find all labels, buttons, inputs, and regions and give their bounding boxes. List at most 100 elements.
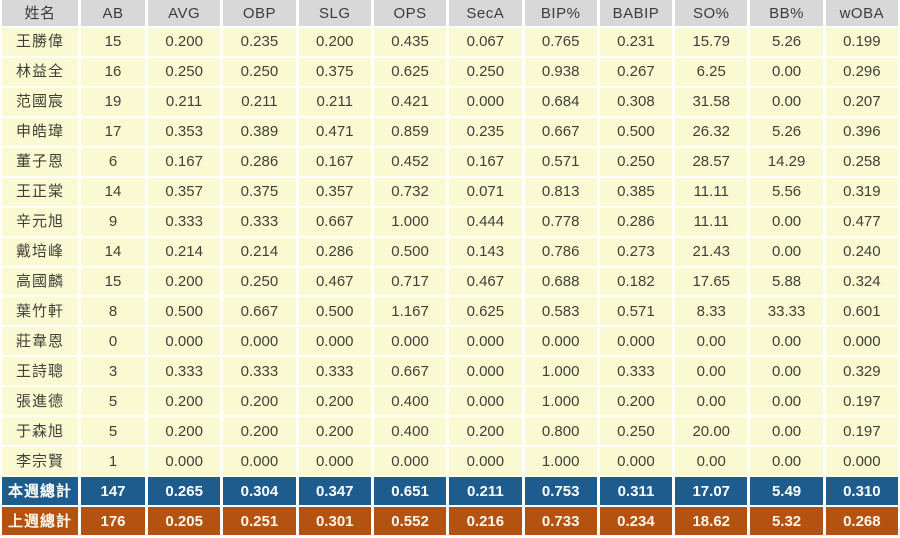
- player-name: 董子恩: [2, 147, 78, 176]
- stat-cell: 0.717: [373, 267, 447, 296]
- stat-cell: 0.000: [449, 87, 522, 116]
- stat-cell: 0.00: [675, 357, 748, 386]
- stat-cell: 0.240: [825, 237, 898, 266]
- summary-stat-cell: 0.733: [524, 507, 597, 535]
- stat-cell: 0.200: [599, 387, 673, 416]
- player-name: 莊韋恩: [2, 327, 78, 356]
- stat-cell: 0.00: [675, 387, 748, 416]
- stat-cell: 0.00: [750, 417, 823, 446]
- stat-cell: 5.26: [750, 117, 823, 146]
- stat-cell: 0.200: [223, 417, 296, 446]
- stat-cell: 0.00: [675, 447, 748, 476]
- stat-cell: 15: [81, 28, 145, 56]
- stat-cell: 1: [81, 447, 145, 476]
- stat-cell: 15.79: [675, 28, 748, 56]
- summary-stat-cell: 0.265: [148, 477, 221, 506]
- stat-cell: 0.000: [825, 327, 898, 356]
- stat-cell: 11.11: [675, 207, 748, 236]
- stat-cell: 0.859: [373, 117, 447, 146]
- stat-cell: 0.333: [298, 357, 371, 386]
- stat-cell: 0.00: [750, 327, 823, 356]
- stat-cell: 6.25: [675, 57, 748, 86]
- summary-stat-cell: 0.753: [524, 477, 597, 506]
- stat-cell: 0.167: [449, 147, 522, 176]
- stat-cell: 0.421: [373, 87, 447, 116]
- stat-cell: 0.200: [298, 28, 371, 56]
- stat-cell: 0.333: [148, 207, 221, 236]
- stat-cell: 0.467: [449, 267, 522, 296]
- stat-cell: 5.26: [750, 28, 823, 56]
- stat-cell: 0.467: [298, 267, 371, 296]
- column-header-obp: OBP: [223, 0, 296, 26]
- stat-cell: 0.200: [148, 28, 221, 56]
- stat-cell: 0.400: [373, 387, 447, 416]
- stat-cell: 16: [81, 57, 145, 86]
- stat-cell: 0.00: [750, 447, 823, 476]
- summary-label-this_week: 本週總計: [2, 477, 78, 506]
- stat-cell: 0.000: [449, 447, 522, 476]
- stat-cell: 0.800: [524, 417, 597, 446]
- stat-cell: 0.286: [298, 237, 371, 266]
- summary-stat-cell: 147: [81, 477, 145, 506]
- summary-stat-cell: 0.651: [373, 477, 447, 506]
- stat-cell: 0.067: [449, 28, 522, 56]
- stat-cell: 0.211: [148, 87, 221, 116]
- stat-cell: 0.667: [373, 357, 447, 386]
- stat-cell: 0.00: [675, 327, 748, 356]
- summary-stat-cell: 17.07: [675, 477, 748, 506]
- stat-cell: 33.33: [750, 297, 823, 326]
- stat-cell: 0.333: [148, 357, 221, 386]
- stat-cell: 0.667: [223, 297, 296, 326]
- stat-cell: 0.250: [599, 417, 673, 446]
- stat-cell: 0.200: [148, 417, 221, 446]
- stat-cell: 0.389: [223, 117, 296, 146]
- stat-cell: 0.250: [148, 57, 221, 86]
- stat-cell: 0.938: [524, 57, 597, 86]
- stat-cell: 0.000: [148, 447, 221, 476]
- stat-cell: 0.667: [298, 207, 371, 236]
- summary-stat-cell: 5.32: [750, 507, 823, 535]
- stat-cell: 0: [81, 327, 145, 356]
- summary-stat-cell: 0.311: [599, 477, 673, 506]
- stat-cell: 0.000: [599, 447, 673, 476]
- stat-cell: 0.200: [223, 387, 296, 416]
- summary-stat-cell: 18.62: [675, 507, 748, 535]
- column-header-so: SO%: [675, 0, 748, 26]
- summary-stat-cell: 0.251: [223, 507, 296, 535]
- stat-cell: 0.182: [599, 267, 673, 296]
- player-name: 王勝偉: [2, 28, 78, 56]
- stat-cell: 14.29: [750, 147, 823, 176]
- summary-stat-cell: 0.304: [223, 477, 296, 506]
- stat-cell: 0.273: [599, 237, 673, 266]
- stat-cell: 0.167: [298, 147, 371, 176]
- stat-cell: 0.00: [750, 357, 823, 386]
- stat-cell: 0.235: [223, 28, 296, 56]
- summary-stat-cell: 0.310: [825, 477, 898, 506]
- stat-cell: 0.231: [599, 28, 673, 56]
- stat-cell: 0.333: [599, 357, 673, 386]
- stat-cell: 0.286: [599, 207, 673, 236]
- player-name: 戴培峰: [2, 237, 78, 266]
- stat-cell: 0.235: [449, 117, 522, 146]
- stat-cell: 0.200: [298, 417, 371, 446]
- stat-cell: 0.500: [298, 297, 371, 326]
- stat-cell: 0.00: [750, 57, 823, 86]
- summary-stat-cell: 0.205: [148, 507, 221, 535]
- stat-cell: 0.667: [524, 117, 597, 146]
- stat-cell: 0.435: [373, 28, 447, 56]
- stat-cell: 0.250: [223, 57, 296, 86]
- summary-stat-cell: 0.211: [449, 477, 522, 506]
- column-header-avg: AVG: [148, 0, 221, 26]
- stat-cell: 14: [81, 177, 145, 206]
- column-header-slg: SLG: [298, 0, 371, 26]
- stat-cell: 0.199: [825, 28, 898, 56]
- stat-cell: 0.267: [599, 57, 673, 86]
- stat-cell: 0.000: [148, 327, 221, 356]
- stat-cell: 0.000: [223, 447, 296, 476]
- stat-cell: 0.071: [449, 177, 522, 206]
- stat-cell: 0.296: [825, 57, 898, 86]
- stat-cell: 0.500: [148, 297, 221, 326]
- summary-stat-cell: 0.268: [825, 507, 898, 535]
- stat-cell: 0.583: [524, 297, 597, 326]
